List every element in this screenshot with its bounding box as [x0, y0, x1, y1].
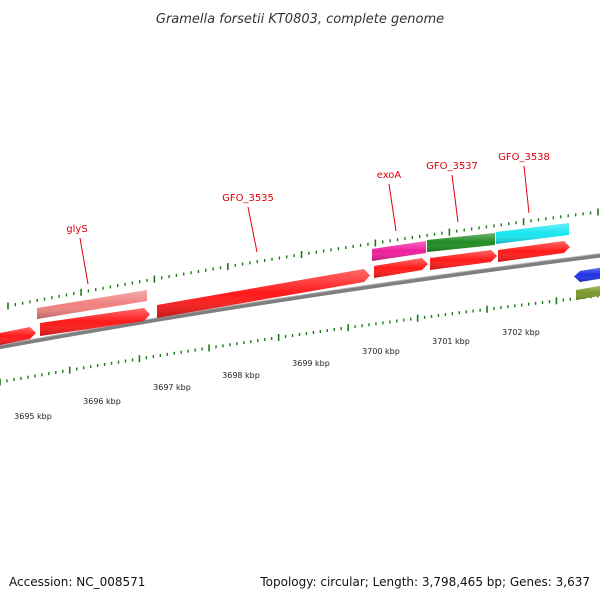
scale-label: 3699 kbp [292, 359, 330, 368]
cds-arrow-shading [374, 258, 428, 278]
accession-text: Accession: NC_008571 [9, 575, 145, 589]
gene-label-gfo-3537: GFO_3537 [426, 161, 478, 172]
backbone-line [0, 253, 600, 350]
scale-label: 3702 kbp [502, 328, 540, 337]
scale-label: 3700 kbp [362, 347, 400, 356]
feature-track [0, 223, 600, 345]
cds-arrow-shading [0, 327, 36, 345]
gene-gfo-3537-shading [427, 233, 495, 252]
label-leader-line [388, 183, 397, 232]
gene-label-gfo-3538: GFO_3538 [498, 152, 550, 163]
scale-label: 3695 kbp [14, 412, 52, 421]
backbone-highlight [0, 253, 600, 346]
genome-summary-text: Topology: circular; Length: 3,798,465 bp… [259, 575, 590, 589]
gene-label-exoa: exoA [377, 170, 402, 181]
gene-glys-shading [37, 290, 147, 319]
cds-arrow-shading [430, 250, 497, 270]
map-title: Gramella forsetii KT0803, complete genom… [156, 12, 444, 27]
gene-gfo-3538-shading [496, 223, 569, 244]
genome-backbone [0, 253, 600, 350]
tick-marks [0, 208, 599, 386]
scale-label: 3698 kbp [222, 371, 260, 380]
label-leader-line [451, 174, 459, 223]
label-leader-line [247, 206, 258, 253]
cds-arrow-shading [40, 308, 150, 336]
gene-blue-feature-shading [574, 267, 600, 282]
cds-arrow-shading [157, 269, 370, 318]
label-leader-line [79, 237, 89, 285]
gene-label-gfo-3535: GFO_3535 [222, 193, 274, 204]
gene-olive-feature-shading [576, 285, 600, 300]
scale-label: 3696 kbp [83, 397, 121, 406]
scale-label: 3701 kbp [432, 337, 470, 346]
gene-label-lines [79, 165, 530, 285]
label-leader-line [523, 165, 530, 214]
gene-label-glys: glyS [66, 224, 87, 235]
gene-exoa-shading [372, 241, 426, 261]
cds-arrow-shading [498, 241, 570, 262]
scale-label: 3697 kbp [153, 383, 191, 392]
